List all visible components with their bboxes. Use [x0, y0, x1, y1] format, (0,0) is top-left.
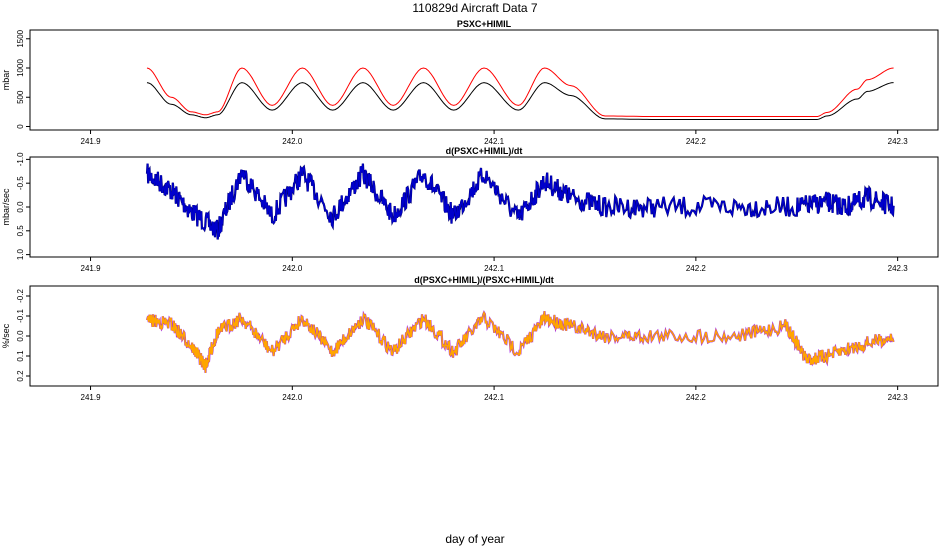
y-tick-label: -0.2 [16, 289, 25, 303]
x-tick-label: 242.1 [484, 393, 505, 402]
figure-title: 110829d Aircraft Data 7 [412, 1, 538, 15]
panel-title: d(PSXC+HIMIL)/dt [446, 146, 523, 156]
x-axis-label: day of year [445, 532, 504, 546]
series-shadow-2 [145, 163, 895, 240]
y-tick-label: -0.1 [16, 309, 25, 323]
series-line-1-1 [146, 67, 894, 117]
y-tick-label: 1.0 [16, 249, 25, 261]
x-tick-label: 242.3 [888, 264, 909, 273]
panel-1: PSXC+HIMIL mbar 241.9 242.0 242.1 242.2 242.3 0… [1, 19, 939, 146]
x-tick-label: 241.9 [81, 137, 102, 146]
series-line-1-2 [146, 82, 894, 120]
y-axis-label: mbar/sec [1, 188, 11, 226]
x-tick-label: 242.2 [686, 393, 707, 402]
y-tick-label: 1000 [16, 59, 25, 77]
y-tick-label: 0.5 [16, 225, 25, 237]
series-line-3-1 [146, 311, 895, 373]
series-line-2-1 [146, 163, 895, 240]
x-tick-label: 241.9 [81, 393, 102, 402]
y-tick-label: 0.0 [16, 330, 25, 342]
x-tick-label: 242.2 [686, 264, 707, 273]
y-tick-label: -1.0 [16, 152, 25, 166]
x-tick-label: 242.1 [484, 137, 505, 146]
y-tick-label: 0.1 [16, 350, 25, 362]
panels: PSXC+HIMIL mbar 241.9 242.0 242.1 242.2 242.3 0… [1, 19, 939, 402]
x-tick-label: 242.3 [888, 393, 909, 402]
plot-frame [29, 156, 939, 258]
panel-3: d(PSXC+HIMIL)/(PSXC+HIMIL)/dt %/sec 241.9 2… [1, 275, 939, 402]
y-tick-label: -0.5 [16, 176, 25, 190]
x-tick-label: 242.0 [282, 393, 303, 402]
plot-frame [29, 29, 939, 131]
x-tick-label: 242.2 [686, 137, 707, 146]
y-axis-label: mbar [1, 70, 11, 91]
y-tick-label: 0 [16, 124, 25, 129]
y-tick-label: 500 [16, 90, 25, 104]
panel-title: PSXC+HIMIL [457, 19, 512, 29]
x-tick-label: 242.0 [282, 137, 303, 146]
panel-title: d(PSXC+HIMIL)/(PSXC+HIMIL)/dt [414, 275, 554, 285]
series-shadow-3 [145, 310, 895, 373]
x-tick-label: 242.1 [484, 264, 505, 273]
x-tick-label: 242.3 [888, 137, 909, 146]
y-tick-label: 1500 [16, 29, 25, 47]
y-tick-label: 0.2 [16, 370, 25, 382]
panel-2: d(PSXC+HIMIL)/dt mbar/sec 241.9 242.0 242.1 2… [1, 146, 939, 273]
x-tick-label: 242.0 [282, 264, 303, 273]
plot-frame [29, 285, 939, 387]
y-axis-label: %/sec [1, 323, 11, 348]
y-tick-label: 0.0 [16, 201, 25, 213]
x-tick-label: 241.9 [81, 264, 102, 273]
